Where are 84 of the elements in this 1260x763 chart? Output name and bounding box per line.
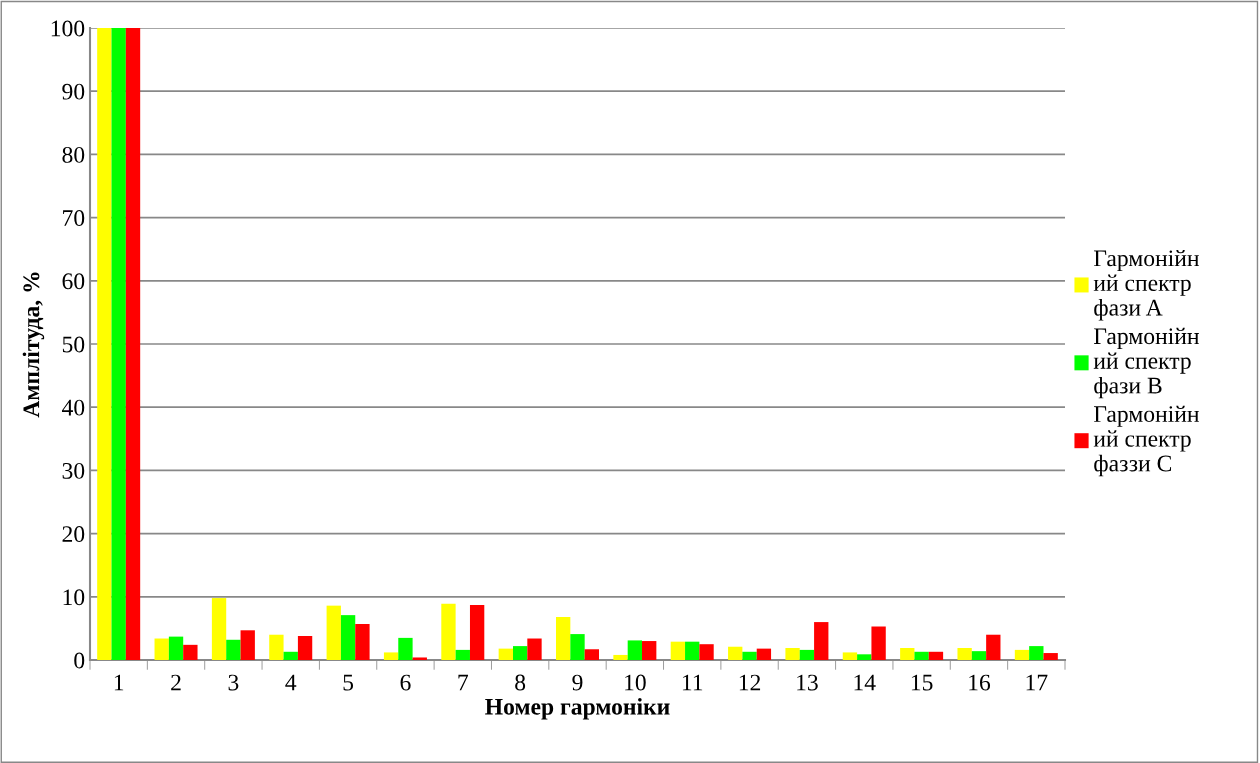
bar [211,598,227,660]
bar [326,605,341,660]
y-tick-label: 60 [62,273,85,290]
bar [498,648,513,660]
bar [398,637,413,660]
bar [355,623,370,660]
legend-label: Гармонійний спектр фаззи C [1093,405,1199,477]
bar [340,615,356,660]
bar [1043,653,1058,660]
bar [756,648,772,660]
bar [154,638,169,660]
bar [570,634,585,660]
bar [857,654,872,660]
y-tick-label: 40 [61,399,85,416]
bar [555,617,571,660]
legend-label: Гармонійний спектр фази A [1093,249,1199,321]
y-tick-label: 0 [74,652,85,669]
bar [971,651,987,660]
bar [914,651,929,660]
x-tick-label: 12 [739,674,761,691]
legend-label: Гармонійний спектр фази B [1093,327,1199,399]
x-axis-title: Номер гармоніки [485,698,670,720]
bar [226,639,241,660]
x-tick-label: 3 [228,674,239,691]
x-tick-label: 5 [343,674,354,691]
y-tick-label: 30 [62,462,85,479]
bar [168,636,184,660]
bar [728,646,743,660]
bar [842,652,858,660]
y-tick-label: 10 [63,589,85,606]
bar [512,646,528,660]
bar [670,641,686,660]
bar [383,652,399,660]
bar [441,603,456,660]
bar [183,644,198,660]
bar [1029,646,1044,660]
bar [125,28,141,660]
x-tick-label: 6 [400,674,411,691]
x-tick-label: 10 [625,674,646,691]
y-tick-label: 70 [63,210,85,227]
bar [297,635,313,660]
y-axis-title: Амплітуда, % [22,272,45,418]
bar [642,641,657,660]
bar [584,649,600,660]
bar [957,647,972,660]
bar [742,651,757,660]
bar [613,654,628,660]
bar [269,634,284,660]
x-tick-label: 2 [171,674,181,691]
bar [928,651,944,660]
bar [699,644,714,660]
x-tick-label: 13 [797,674,818,691]
bar [283,651,298,660]
x-tick-label: 4 [285,674,297,691]
x-tick-label: 8 [515,674,526,691]
x-tick-label: 11 [682,674,703,691]
x-tick-label: 7 [458,674,469,691]
bar [455,649,470,660]
bar [1014,649,1030,660]
bar [799,649,815,660]
x-tick-label: 1 [114,674,124,691]
x-tick-label: 14 [854,674,876,691]
bar [986,634,1001,660]
bar [412,657,427,660]
bar [685,641,700,660]
y-tick-label: 90 [62,83,85,100]
bar [785,647,800,660]
y-tick-label: 100 [51,20,85,37]
x-tick-label: 15 [911,674,933,691]
bar [814,622,829,660]
bar [97,28,112,660]
bar [900,647,915,660]
y-tick-label: 80 [62,146,85,163]
y-tick-label: 50 [62,336,85,353]
bar [240,630,255,660]
bar [111,28,126,660]
bar [469,605,485,660]
x-tick-label: 17 [1026,674,1048,691]
y-tick-label: 20 [62,526,85,543]
bar [871,626,886,660]
bar [527,638,542,660]
x-tick-label: 16 [969,674,991,691]
bar [627,640,643,660]
x-tick-label: 9 [572,674,583,691]
